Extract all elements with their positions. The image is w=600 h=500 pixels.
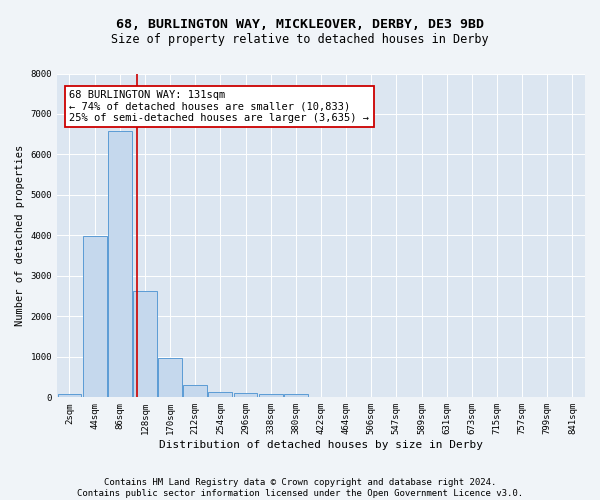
Y-axis label: Number of detached properties: Number of detached properties	[15, 145, 25, 326]
Text: 68, BURLINGTON WAY, MICKLEOVER, DERBY, DE3 9BD: 68, BURLINGTON WAY, MICKLEOVER, DERBY, D…	[116, 18, 484, 30]
Bar	[83, 236, 107, 398]
Bar	[259, 394, 283, 398]
Text: Contains HM Land Registry data © Crown copyright and database right 2024.
Contai: Contains HM Land Registry data © Crown c…	[77, 478, 523, 498]
Text: Size of property relative to detached houses in Derby: Size of property relative to detached ho…	[111, 32, 489, 46]
X-axis label: Distribution of detached houses by size in Derby: Distribution of detached houses by size …	[159, 440, 483, 450]
Bar	[58, 394, 82, 398]
Bar	[208, 392, 232, 398]
Bar	[108, 131, 132, 398]
Bar	[233, 394, 257, 398]
Bar	[284, 394, 308, 398]
Bar	[133, 292, 157, 398]
Bar	[158, 358, 182, 398]
Text: 68 BURLINGTON WAY: 131sqm
← 74% of detached houses are smaller (10,833)
25% of s: 68 BURLINGTON WAY: 131sqm ← 74% of detac…	[70, 90, 370, 123]
Bar	[183, 385, 207, 398]
